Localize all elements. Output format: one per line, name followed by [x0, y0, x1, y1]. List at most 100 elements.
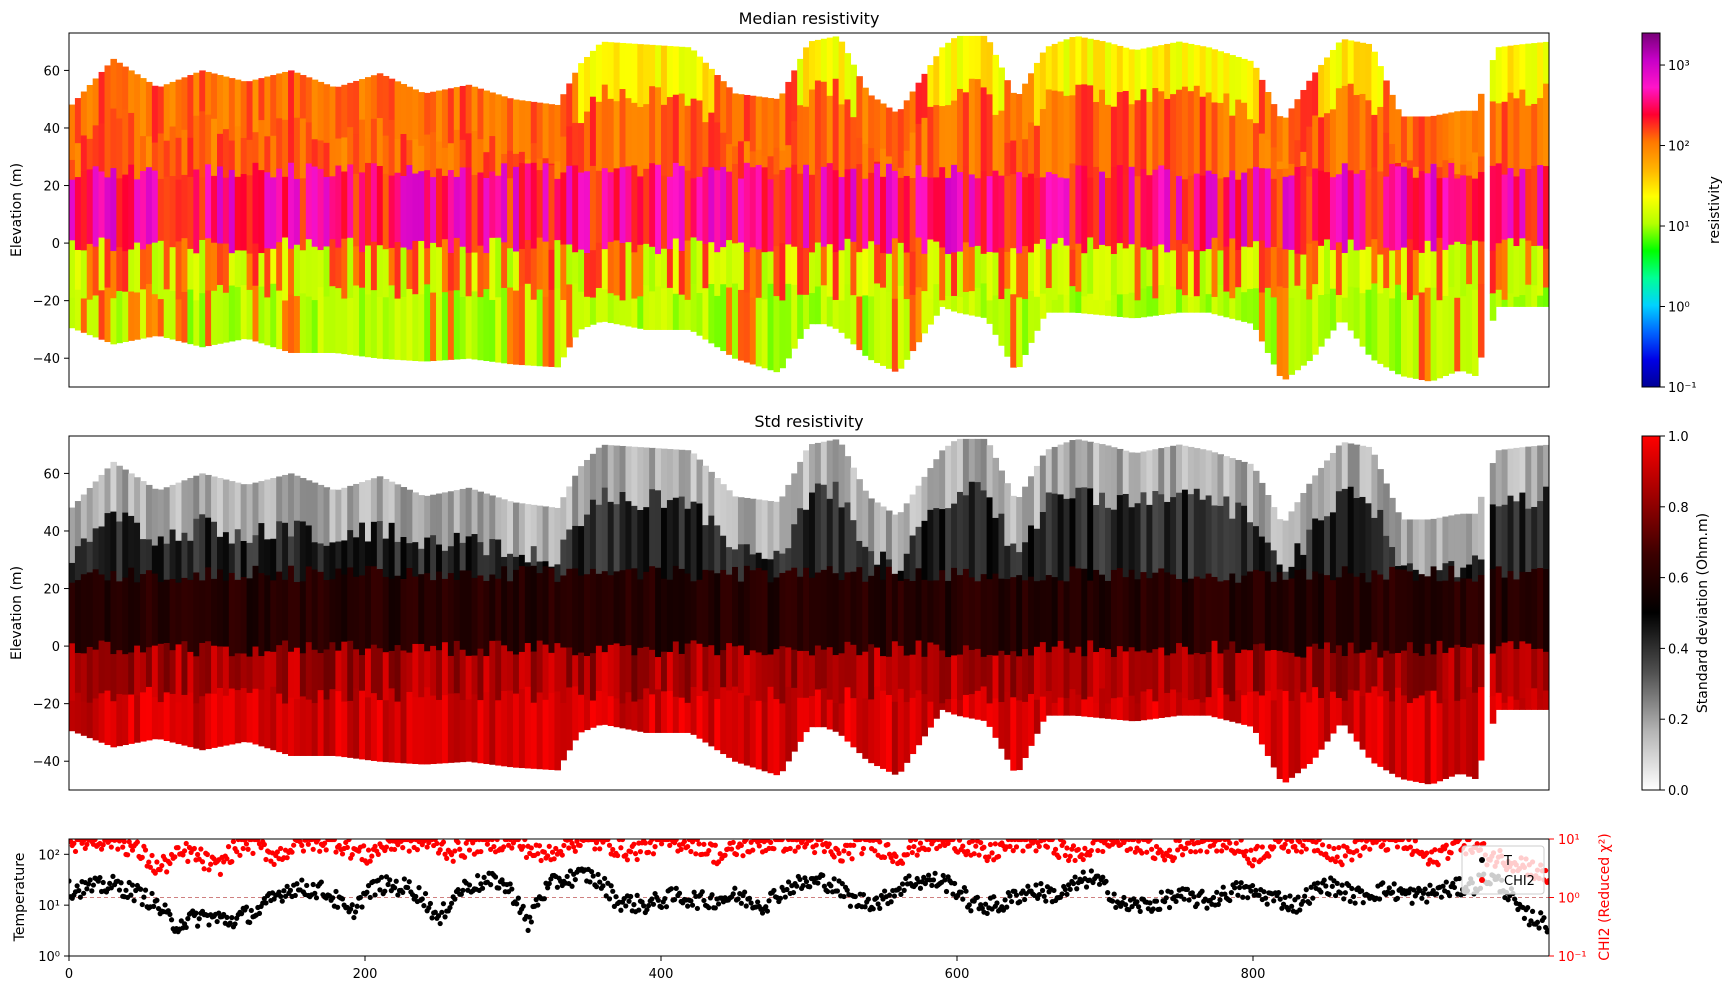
std-cell	[1472, 555, 1479, 583]
std-cell	[1294, 569, 1301, 658]
std-cell	[891, 701, 899, 775]
std-cell	[163, 692, 171, 741]
resistivity-cell	[897, 177, 905, 244]
resistivity-cell	[217, 133, 224, 167]
scatter-point-chi2	[274, 849, 280, 855]
std-cell	[773, 501, 780, 552]
std-cell	[572, 686, 579, 741]
median-axes-frame	[68, 32, 1550, 388]
resistivity-cell	[193, 115, 200, 170]
std-cell	[1282, 579, 1290, 653]
resistivity-cell	[524, 240, 532, 285]
std-cell	[619, 491, 627, 571]
scatter-point-t	[1166, 904, 1173, 911]
std-cell	[1241, 649, 1248, 696]
scatter-point-t	[1451, 884, 1458, 891]
resistivity-cell	[1170, 286, 1177, 314]
resistivity-cell	[1199, 251, 1207, 300]
resistivity-cell	[270, 75, 277, 137]
std-cell	[104, 513, 112, 581]
resistivity-cell	[1128, 166, 1136, 245]
resistivity-cell	[234, 126, 242, 178]
std-cell	[992, 655, 1000, 699]
scatter-point-chi2	[323, 847, 329, 853]
resistivity-cell	[874, 163, 881, 246]
std-cell	[554, 564, 561, 583]
scatter-point-t	[514, 901, 520, 907]
resistivity-cell	[116, 291, 123, 344]
std-cell	[1258, 695, 1266, 745]
std-cell	[489, 574, 496, 642]
std-cell	[293, 699, 301, 756]
scatter-point-chi2	[912, 839, 919, 843]
resistivity-cell	[903, 299, 911, 360]
resistivity-cell	[453, 237, 461, 291]
scatter-point-chi2	[1546, 877, 1549, 884]
resistivity-cell	[1039, 293, 1047, 319]
resistivity-cell	[773, 246, 780, 297]
scatter-point-chi2	[808, 839, 814, 843]
scatter-point-chi2	[1041, 839, 1047, 843]
resistivity-cell	[1128, 244, 1136, 294]
resistivity-cell	[252, 79, 260, 133]
scatter-point-chi2	[1064, 845, 1070, 851]
scatter-point-chi2	[738, 842, 744, 849]
std-cell	[1217, 581, 1224, 654]
std-cell	[1477, 559, 1485, 576]
std-cell	[874, 502, 881, 566]
scatter-point-t	[1391, 881, 1397, 887]
std-cell	[1389, 653, 1396, 702]
std-cell	[1140, 572, 1148, 651]
std-cell	[418, 697, 425, 765]
resistivity-cell	[714, 122, 721, 171]
resistivity-cell	[1164, 98, 1171, 170]
scatter-point-t	[419, 896, 425, 902]
resistivity-cell	[1389, 250, 1396, 299]
std-cell	[288, 565, 295, 653]
std-cell	[365, 565, 372, 650]
std-cell	[151, 488, 159, 547]
resistivity-cell	[814, 39, 822, 82]
resistivity-cell	[755, 164, 763, 250]
std-cell	[797, 697, 804, 742]
resistivity-cell	[240, 250, 248, 286]
std-cell	[631, 505, 638, 569]
resistivity-cell	[1004, 80, 1011, 144]
std-cell	[80, 653, 88, 702]
resistivity-cell	[110, 108, 117, 169]
resistivity-cell	[1395, 166, 1402, 251]
std-cell	[903, 578, 911, 657]
std-cell	[441, 642, 449, 696]
scatter-point-t	[351, 914, 357, 921]
resistivity-cell	[678, 93, 686, 167]
std-cell	[785, 570, 792, 648]
scatter-point-t	[618, 907, 624, 913]
scatter-point-t	[141, 894, 147, 900]
std-cell	[1525, 643, 1532, 689]
resistivity-cell	[578, 172, 585, 251]
std-cell	[1454, 644, 1461, 702]
resistivity-cell	[732, 93, 739, 147]
std-cell	[157, 536, 165, 583]
std-cell	[353, 688, 360, 759]
std-cell	[1460, 699, 1467, 775]
scatter-point-chi2	[1219, 848, 1225, 854]
std-cell	[1033, 581, 1041, 648]
std-cell	[1359, 652, 1367, 697]
std-cell	[1193, 448, 1201, 490]
resistivity-cell	[1164, 252, 1171, 291]
scatter-point-t	[1422, 886, 1428, 892]
std-cell	[1472, 581, 1479, 645]
resistivity-cell	[299, 178, 307, 251]
resistivity-cell	[844, 169, 852, 240]
std-cell	[661, 448, 668, 509]
std-cell	[1039, 642, 1047, 698]
resistivity-cell	[1543, 287, 1549, 307]
std-cell	[465, 536, 473, 571]
scatter-point-t	[790, 889, 797, 896]
scatter-point-t	[1376, 896, 1383, 902]
scatter-point-t	[364, 889, 370, 895]
std-cell	[1436, 640, 1444, 704]
std-cell	[145, 686, 153, 741]
